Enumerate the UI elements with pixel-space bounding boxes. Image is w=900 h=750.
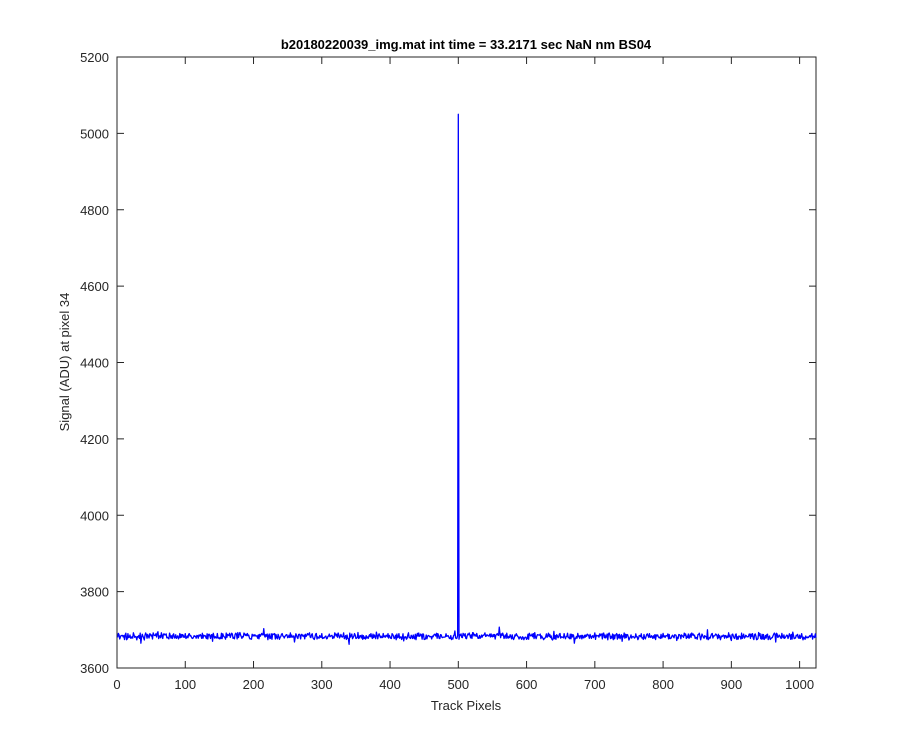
series-line: [117, 113, 817, 645]
x-tick-label: 500: [447, 677, 469, 692]
x-tick-label: 600: [516, 677, 538, 692]
x-axis: 0 100 200 300 400 500 600 700 800 900 1000: [113, 57, 814, 692]
x-tick-label: 0: [113, 677, 120, 692]
y-tick-label: 4800: [80, 203, 109, 218]
y-tick-label: 3800: [80, 585, 109, 600]
y-tick-label: 4000: [80, 508, 109, 523]
x-tick-label: 400: [379, 677, 401, 692]
x-tick-label: 700: [584, 677, 606, 692]
y-tick-label: 4400: [80, 356, 109, 371]
plot-area: [116, 56, 817, 669]
y-axis: 3600 3800 4000 4200 4400 4600 4800 5000 5200: [80, 50, 816, 676]
y-tick-label: 5200: [80, 50, 109, 65]
x-tick-label: 800: [652, 677, 674, 692]
x-tick-label: 900: [721, 677, 743, 692]
x-axis-label: Track Pixels: [431, 698, 502, 713]
y-tick-label: 4600: [80, 279, 109, 294]
x-tick-label: 200: [243, 677, 265, 692]
x-tick-label: 1000: [785, 677, 814, 692]
y-tick-label: 3600: [80, 661, 109, 676]
y-tick-label: 5000: [80, 126, 109, 141]
y-axis-label: Signal (ADU) at pixel 34: [57, 293, 72, 432]
x-tick-label: 100: [174, 677, 196, 692]
chart-title: b20180220039_img.mat int time = 33.2171 …: [281, 37, 652, 52]
x-tick-label: 300: [311, 677, 333, 692]
y-tick-label: 4200: [80, 432, 109, 447]
